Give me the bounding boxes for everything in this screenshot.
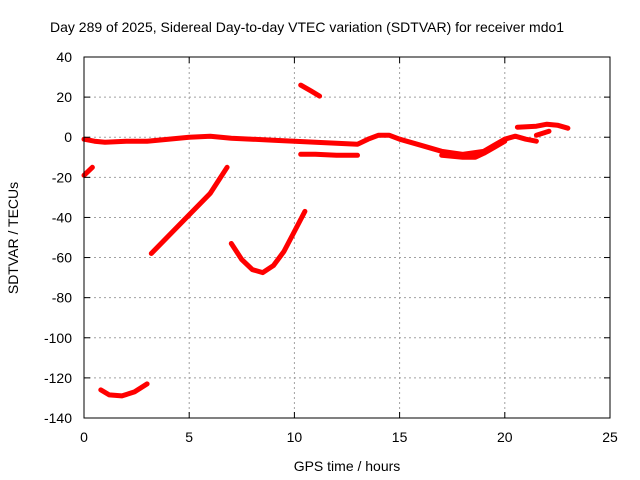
x-axis-label: GPS time / hours xyxy=(294,458,401,474)
series-high-segment xyxy=(298,82,323,99)
y-tick-label: 20 xyxy=(56,89,72,105)
series-rising-segment xyxy=(148,164,230,256)
series-main-trace xyxy=(81,132,539,157)
series-main-trace-lower-band xyxy=(439,138,508,160)
data-series xyxy=(81,82,571,399)
y-tick-label: -40 xyxy=(52,209,72,225)
x-tick-label: 0 xyxy=(80,429,88,445)
x-tick-label: 20 xyxy=(497,429,513,445)
series-u-shaped-segment xyxy=(228,208,308,276)
y-tick-label: 0 xyxy=(64,129,72,145)
y-tick-label: -20 xyxy=(52,169,72,185)
y-axis-label: SDTVAR / TECUs xyxy=(5,182,21,294)
y-tick-label: -60 xyxy=(52,250,72,266)
grid-lines xyxy=(84,57,610,418)
x-tick-label: 25 xyxy=(602,429,618,445)
x-tick-label: 15 xyxy=(392,429,408,445)
plot-frame xyxy=(83,56,611,419)
series-short-segment-start xyxy=(81,164,95,178)
series-low-segment xyxy=(98,381,150,399)
y-tick-label: -100 xyxy=(44,330,72,346)
chart-title: Day 289 of 2025, Sidereal Day-to-day VTE… xyxy=(50,19,564,35)
y-tick-label: -140 xyxy=(44,410,72,426)
series-late-small-segment xyxy=(533,128,552,138)
y-tick-label: -120 xyxy=(44,370,72,386)
y-tick-label: 40 xyxy=(56,49,72,65)
series-offset-segment xyxy=(298,151,360,158)
axis-ticks: 0 5 10 15 20 25 40 20 0 -20 -40 -60 -80 -100 -120 -140 xyxy=(44,49,618,445)
x-tick-label: 5 xyxy=(185,429,193,445)
y-tick-label: -80 xyxy=(52,290,72,306)
x-tick-label: 10 xyxy=(287,429,303,445)
series-late-upper-segment xyxy=(514,121,571,131)
